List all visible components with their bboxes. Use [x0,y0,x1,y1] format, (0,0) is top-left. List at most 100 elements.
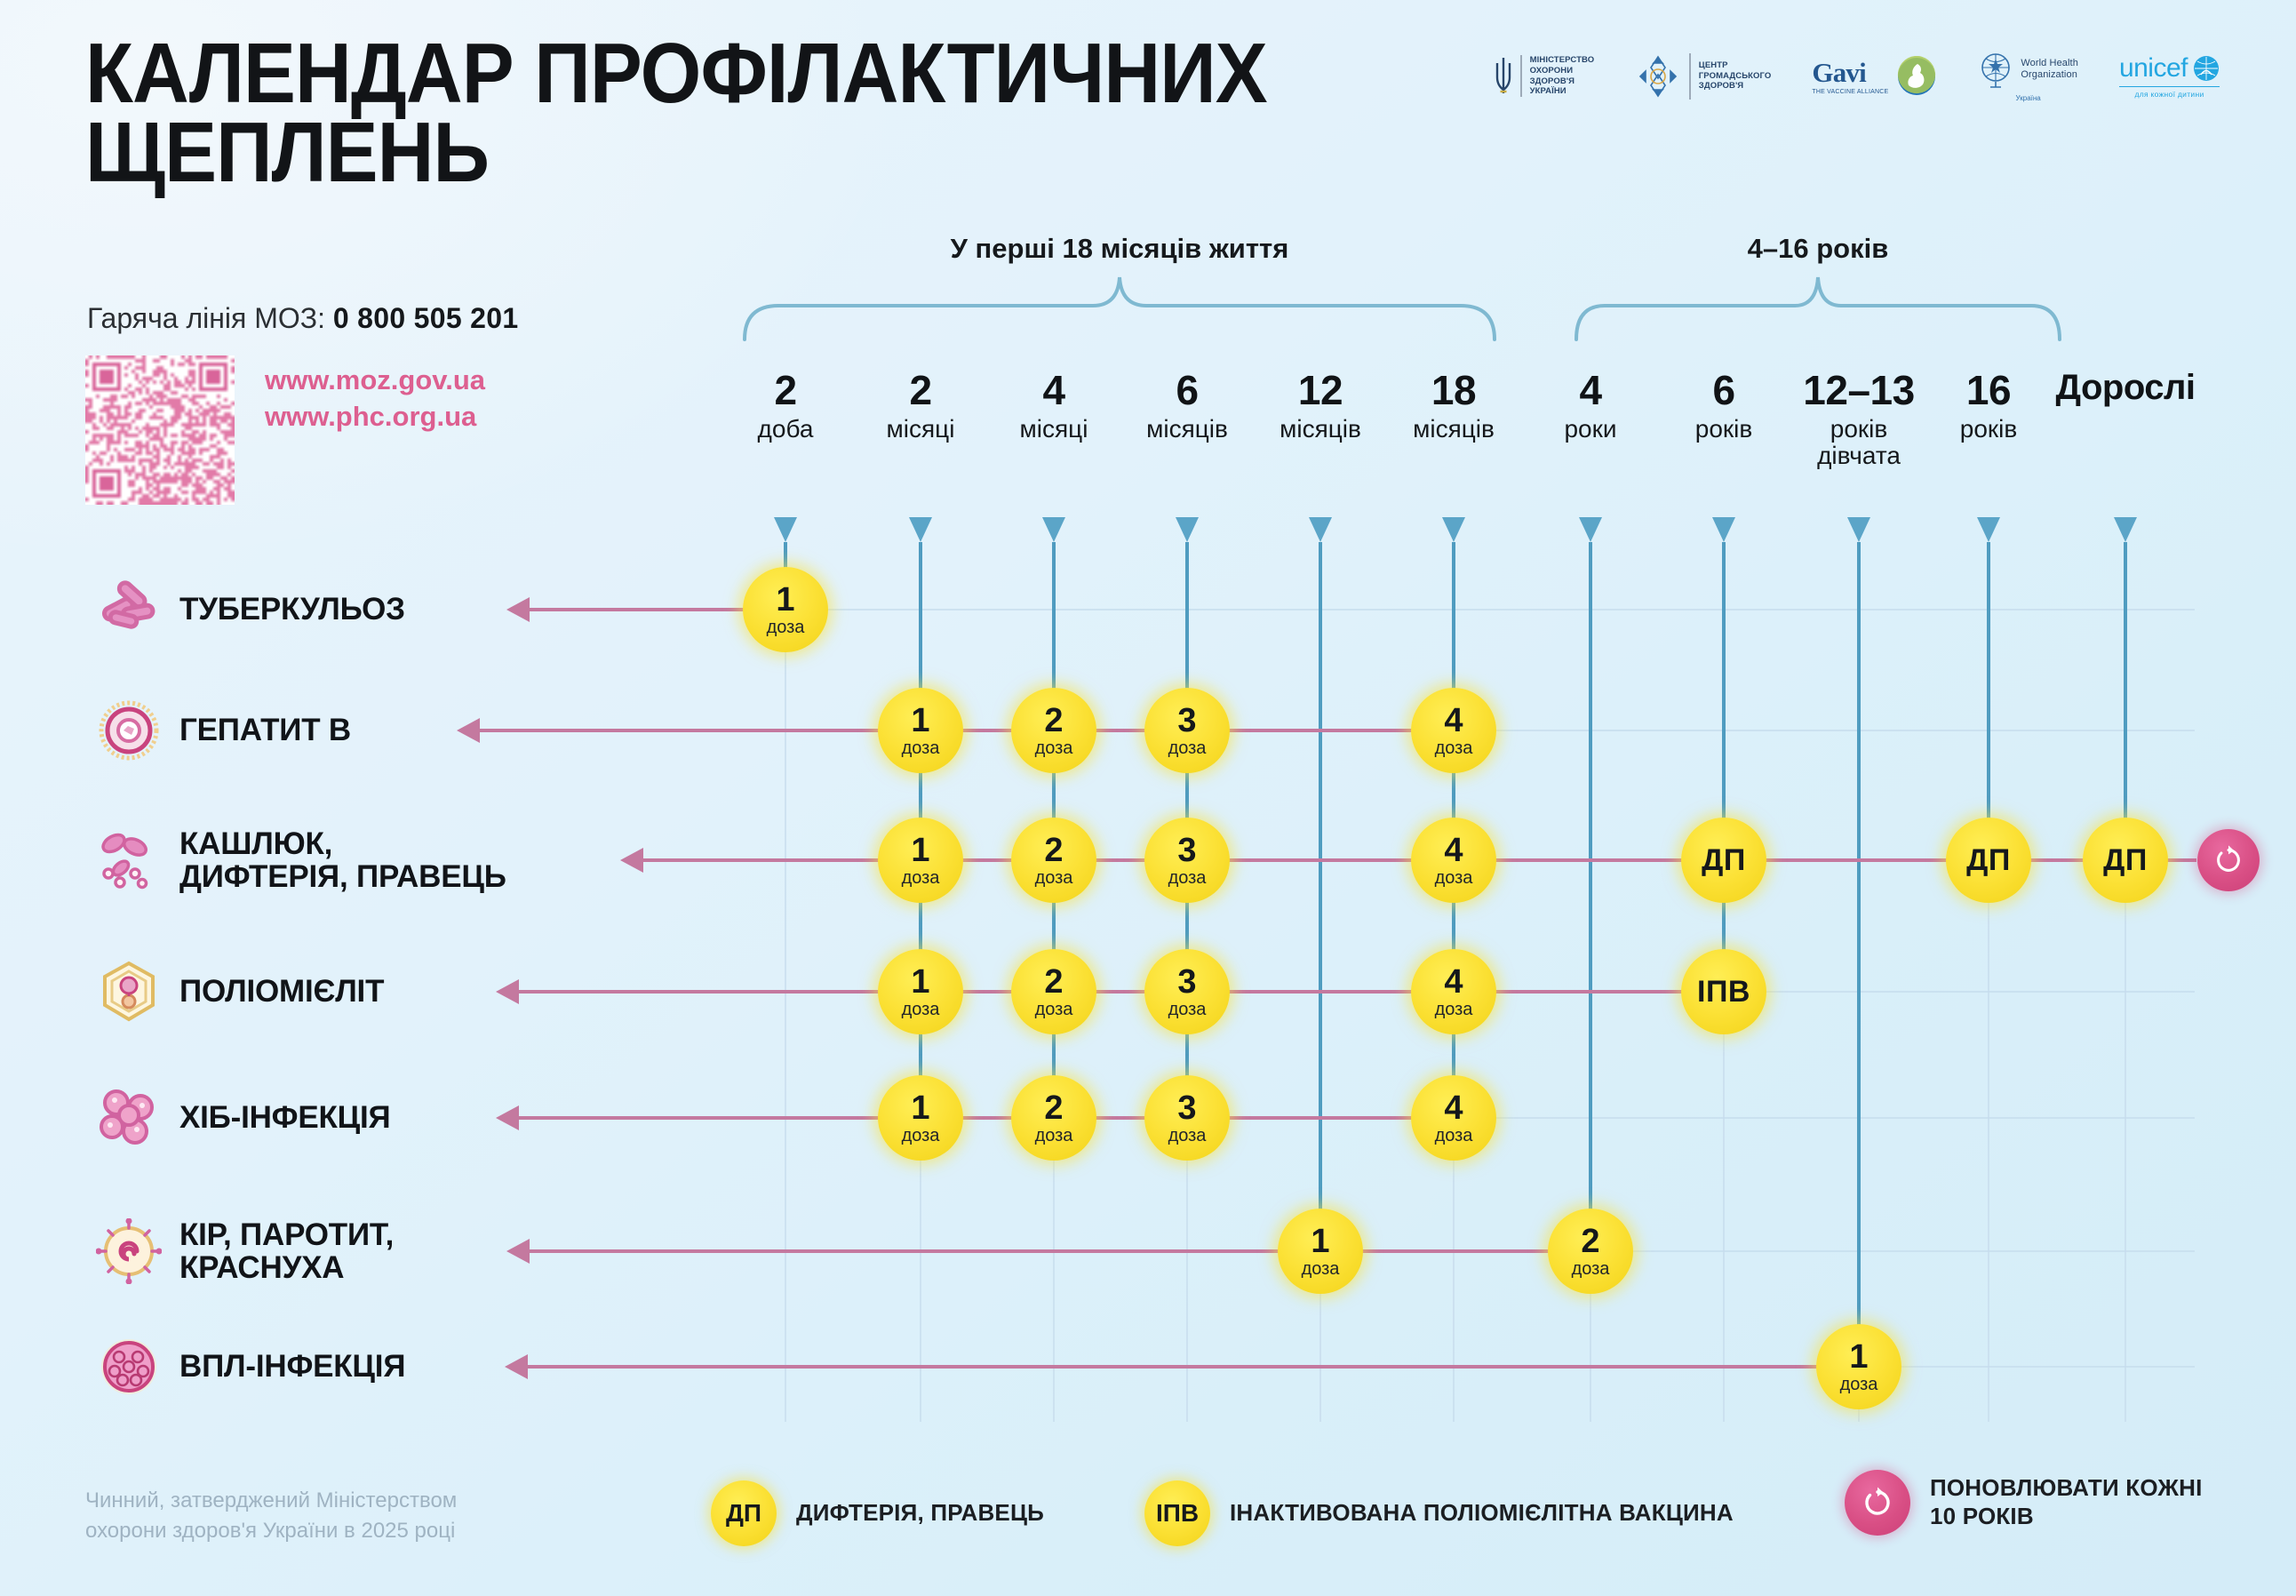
dose-number: 1 [911,702,930,739]
dose-marker[interactable]: 3 доза [1144,818,1230,903]
column-header-unit: місяці [1019,415,1088,443]
dose-unit: доза [1034,1126,1073,1145]
dose-number: 2 [1044,1089,1064,1127]
column-header-num: 18 [1431,367,1477,413]
dose-marker[interactable]: ДП [2083,818,2168,903]
logo-gavi: Gavi THE VACCINE ALLIANCE [1812,55,1937,97]
dose-marker[interactable]: 2 доза [1011,1075,1096,1161]
dose-marker[interactable]: 2 доза [1011,949,1096,1034]
dose-marker[interactable]: 1 доза [878,818,963,903]
dose-marker[interactable]: 1 доза [1278,1209,1363,1294]
link-phc[interactable]: www.phc.org.ua [265,400,477,432]
column-header-num: 2 [909,367,932,413]
group-infants-label: У перші 18 місяців життя [950,233,1289,264]
dose-unit: доза [1168,1126,1207,1145]
dose-unit: доза [1034,868,1073,888]
legend-text-ipv: ІНАКТИВОВАНА ПОЛІОМІЄЛІТНА ВАКЦИНА [1230,1499,1734,1527]
column-header-num: Дорослі [2055,368,2196,407]
dose-number: 1 [776,581,795,618]
row-label-3: ПОЛІОМІЄЛІТ [96,953,384,1031]
qr-code[interactable] [85,355,235,505]
legend-item-refresh: ПОНОВЛЮВАТИ КОЖНІ 10 РОКІВ [1845,1470,2203,1536]
logo-public-health-center: ЦЕНТР ГРОМАДСЬКОГО ЗДОРОВ'Я [1635,52,1771,100]
column-header-3: 6 місяців [1112,370,1263,443]
column-header-8: 12–13 років дівчата [1783,370,1934,470]
row-label-4: ХІБ-ІНФЕКЦІЯ [96,1079,391,1157]
row-label-text: ГЕПАТИТ В [179,713,351,748]
column-header-num: 6 [1176,367,1199,413]
partner-logos: МІНІСТЕРСТВО ОХОРОНИ ЗДОРОВ'Я УКРАЇНИ ЦЕ… [1495,50,2220,102]
dose-marker[interactable]: 4 доза [1411,688,1496,773]
dose-unit: доза [1434,868,1473,888]
dose-marker[interactable]: 1 доза [878,949,963,1034]
column-header-4: 12 місяців [1245,370,1396,443]
dose-number: 4 [1444,832,1463,869]
dose-number: 1 [911,832,930,869]
column-header-6: 4 роки [1515,370,1666,443]
row-label-0: ТУБЕРКУЛЬОЗ [96,571,405,649]
column-header-2: 4 місяці [978,370,1129,443]
dose-marker[interactable]: 2 доза [1011,688,1096,773]
dose-number: 1 [911,1089,930,1127]
dose-marker[interactable]: 1 доза [878,1075,963,1161]
column-header-extra: дівчата [1817,442,1901,470]
row-label-text: ХІБ-ІНФЕКЦІЯ [179,1100,391,1136]
column-header-unit: років [1830,415,1888,443]
who-emblem-icon [1981,53,2011,88]
dose-number: 1 [911,963,930,1001]
legend-badge-dp: ДП [711,1480,777,1546]
refresh-marker[interactable] [2197,829,2260,891]
dose-marker[interactable]: 1 доза [743,567,828,652]
logo-unicef: unicef для кожної дитини [2118,53,2220,99]
dose-marker[interactable]: 4 доза [1411,1075,1496,1161]
dose-marker[interactable]: 4 доза [1411,818,1496,903]
legend-badge-refresh [1845,1470,1910,1536]
dose-number: 2 [1044,702,1064,739]
footer-note: Чинний, затверджений Міністерством охоро… [85,1488,458,1544]
dose-marker[interactable]: ДП [1946,818,2031,903]
page-title: КАЛЕНДАР ПРОФІЛАКТИЧНИХ ЩЕПЛЕНЬ [85,31,1271,201]
website-links[interactable]: www.moz.gov.ua www.phc.org.ua [265,363,485,435]
dose-unit: доза [766,618,805,637]
dose-unit: доза [1571,1259,1610,1279]
dose-marker[interactable]: 1 доза [878,688,963,773]
legend-badge-ipv: ІПВ [1144,1480,1210,1546]
dose-marker[interactable]: 3 доза [1144,1075,1230,1161]
column-header-unit: місяців [1413,415,1495,443]
dose-marker[interactable]: 3 доза [1144,688,1230,773]
page-title-line2: ЩЕПЛЕНЬ [85,105,490,201]
dose-unit: доза [1434,738,1473,758]
row-label-5: КІР, ПАРОТИТ, КРАСНУХА [95,1212,394,1290]
legend-text-refresh: ПОНОВЛЮВАТИ КОЖНІ 10 РОКІВ [1930,1474,2203,1529]
dose-unit: доза [1301,1259,1340,1279]
dose-marker[interactable]: 4 доза [1411,949,1496,1034]
legend-item-dp: ДП ДИФТЕРІЯ, ПРАВЕЦЬ [711,1480,1044,1546]
logo-gavi-word: Gavi [1812,57,1866,88]
dose-marker[interactable]: ДП [1681,818,1766,903]
virus-ring-icon [96,698,162,763]
dose-unit: доза [1168,868,1207,888]
page-title-line1: КАЛЕНДАР ПРОФІЛАКТИЧНИХ [85,26,1268,121]
dose-marker[interactable]: ІПВ [1681,949,1766,1034]
gavi-globe-icon [1898,55,1936,95]
column-header-9: 16 років [1913,370,2064,443]
dose-unit: доза [1839,1375,1878,1394]
column-header-num: 12 [1297,367,1343,413]
dose-unit: доза [1034,738,1073,758]
link-moz[interactable]: www.moz.gov.ua [265,364,486,395]
dose-marker[interactable]: 1 доза [1816,1324,1901,1409]
virus-hexagon-icon [96,959,162,1025]
dose-unit: доза [901,868,940,888]
trident-icon [1495,57,1511,93]
column-header-7: 6 років [1648,370,1799,443]
column-header-num: 6 [1712,367,1735,413]
dose-marker[interactable]: 2 доза [1011,818,1096,903]
column-header-num: 4 [1042,367,1065,413]
dose-number: ДП [1702,843,1746,877]
logo-moz-text: МІНІСТЕРСТВО ОХОРОНИ ЗДОРОВ'Я УКРАЇНИ [1529,55,1595,97]
dose-marker[interactable]: 3 доза [1144,949,1230,1034]
dose-marker[interactable]: 2 доза [1548,1209,1633,1294]
virus-hpv-icon [96,1334,162,1400]
column-header-10: Дорослі [2050,370,2201,410]
column-header-unit: років [1694,415,1753,443]
